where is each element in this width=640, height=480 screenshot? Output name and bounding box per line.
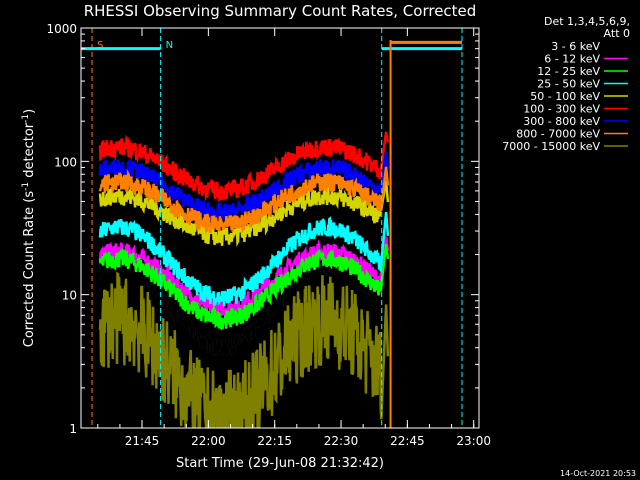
- y-tick-label-1: 10: [62, 289, 77, 303]
- y-label-part-3: ): [22, 109, 37, 114]
- series-line-2: [98, 243, 390, 331]
- legend-label-5: 100 - 300 keV: [523, 103, 600, 116]
- x-tick-label-4: 22:45: [390, 434, 425, 448]
- legend-header-line-1: Det 1,3,4,5,6,9,: [544, 15, 630, 28]
- legend-label-6: 300 - 800 keV: [523, 115, 600, 128]
- series-line-7: [98, 166, 390, 235]
- x-tick-label-1: 22:00: [191, 434, 226, 448]
- x-tick-label-2: 22:15: [257, 434, 292, 448]
- legend-label-2: 12 - 25 keV: [537, 65, 600, 78]
- series-layer: [98, 131, 390, 428]
- footer-date: 14-Oct-2021 20:53: [560, 469, 636, 478]
- plot-frame: [80, 27, 480, 429]
- x-tick-label-0: 21:45: [125, 434, 160, 448]
- legend-label-1: 6 - 12 keV: [544, 53, 600, 66]
- tick-layer: 21:45 22:00 22:15 22:30 22:45 23:00 1 10 100 1000: [46, 22, 491, 448]
- marker-label-0: S: [97, 40, 103, 51]
- y-label-sup-2: -1: [21, 114, 31, 123]
- x-axis-label: Start Time (29-Jun-08 21:32:42): [176, 456, 384, 471]
- series-line-8: [98, 271, 390, 428]
- legend-label-0: 3 - 6 keV: [551, 40, 600, 53]
- chart-title: RHESSI Observing Summary Count Rates, Co…: [84, 2, 477, 20]
- legend-label-8: 7000 - 15000 keV: [502, 140, 600, 153]
- legend-label-7: 800 - 7000 keV: [516, 128, 600, 141]
- marker-label-1: N: [166, 40, 173, 51]
- y-tick-label-2: 100: [54, 155, 77, 169]
- x-tick-label-5: 23:00: [456, 434, 491, 448]
- x-tick-label-3: 22:30: [324, 434, 359, 448]
- y-label-sup-1: -1: [21, 182, 31, 191]
- legend-label-3: 25 - 50 keV: [537, 78, 600, 91]
- y-tick-label-3: 1000: [46, 22, 77, 36]
- series-line-5: [98, 131, 390, 203]
- y-label-part-1: Corrected Count Rate (s: [22, 191, 37, 348]
- legend-header-line-2: Att 0: [604, 27, 630, 40]
- y-label-part-2: detector: [22, 122, 37, 182]
- y-tick-label-0: 1: [69, 422, 77, 436]
- legend-label-4: 50 - 100 keV: [530, 90, 600, 103]
- y-axis-label: Corrected Count Rate (s-1 detector-1): [21, 109, 37, 347]
- series-line-4: [98, 180, 390, 247]
- series-line-3: [98, 211, 390, 307]
- series-line-6: [98, 152, 390, 222]
